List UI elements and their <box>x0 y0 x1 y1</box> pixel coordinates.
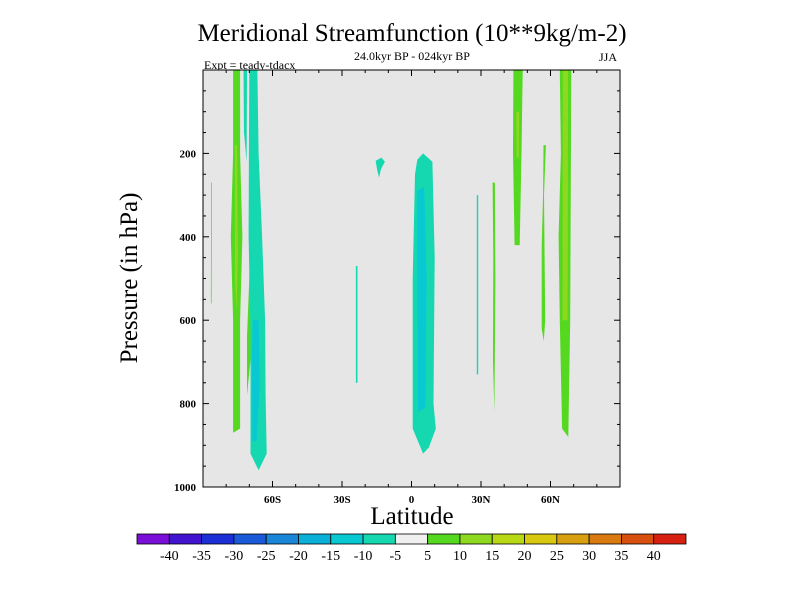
colorbar-label: -25 <box>257 549 276 564</box>
colorbar-box <box>136 533 170 545</box>
contour-region-7 <box>251 320 260 442</box>
contour-region-9 <box>355 266 358 383</box>
contour-region-13 <box>492 182 496 412</box>
x-tick-label: 60S <box>264 494 281 506</box>
colorbar-label: 20 <box>518 549 532 564</box>
colorbar-box <box>621 533 655 545</box>
contour-region-8 <box>375 157 385 178</box>
colorbar-label: -10 <box>354 549 373 564</box>
colorbar-label: 15 <box>485 549 499 564</box>
x-tick-label: 0 <box>409 494 415 506</box>
axis-ticks: 200 400 600 800 1000 60S 30S 0 30N 60N <box>174 70 620 506</box>
colorbar-box <box>298 533 332 545</box>
colorbar-box <box>394 533 429 545</box>
plot-background <box>203 70 620 487</box>
colorbar-label: -20 <box>289 549 308 564</box>
x-tick-label: 60N <box>541 494 560 506</box>
colorbar-box <box>168 533 202 545</box>
colorbar-box <box>588 533 622 545</box>
contour-region-15 <box>516 111 520 158</box>
y-tick-label: 1000 <box>174 482 197 494</box>
contour-region-5 <box>243 70 247 162</box>
x-tick-label: 30N <box>472 494 491 506</box>
plot-area: 200 400 600 800 1000 60S 30S 0 30N 60N <box>174 69 621 506</box>
colorbar-label: 25 <box>550 549 564 564</box>
contour-region-4 <box>210 182 212 304</box>
colorbar-box <box>265 533 299 545</box>
colorbar-box <box>330 533 364 545</box>
y-axis-title: Pressure (in hPa) <box>116 193 143 364</box>
x-axis-title: Latitude <box>370 503 453 530</box>
x-tick-label: 30S <box>333 494 350 506</box>
contour-region-11 <box>417 186 427 412</box>
colorbar-box <box>427 533 461 545</box>
colorbar-box <box>524 533 558 545</box>
y-tick-label: 400 <box>180 232 197 244</box>
colorbar-label: 40 <box>647 549 661 564</box>
colorbar-box <box>459 533 493 545</box>
colorbar-box <box>362 533 396 545</box>
chart-title: Meridional Streamfunction (10**9kg/m-2) <box>197 20 626 47</box>
colorbar-label: -40 <box>160 549 179 564</box>
contour-region-2 <box>235 145 238 312</box>
colorbar-label: 5 <box>424 549 431 564</box>
y-tick-label: 800 <box>180 399 197 411</box>
colorbar: -40 -35 -30 -25 -20 -15 -10 -5 5 10 15 20 25 30 35 40 <box>136 533 687 564</box>
y-tick-label: 200 <box>180 148 197 160</box>
season-label: JJA <box>599 50 617 64</box>
contour-region-12 <box>476 195 479 375</box>
colorbar-label: -5 <box>390 549 402 564</box>
contour-region-18 <box>562 70 569 321</box>
y-tick-label: 600 <box>180 315 197 327</box>
colorbar-label: -15 <box>321 549 340 564</box>
colorbar-box <box>556 533 590 545</box>
colorbar-box <box>201 533 235 545</box>
colorbar-label: -35 <box>192 549 211 564</box>
colorbar-label: -30 <box>225 549 244 564</box>
colorbar-label: 10 <box>453 549 467 564</box>
colorbar-box <box>653 533 687 545</box>
colorbar-label: 30 <box>582 549 596 564</box>
contour-regions <box>210 70 572 471</box>
experiment-label: Expt = teady-tdacx <box>204 58 295 72</box>
contour-region-16 <box>541 145 546 342</box>
colorbar-box <box>233 533 267 545</box>
colorbar-label: 35 <box>614 549 628 564</box>
chart-subtitle: 24.0kyr BP - 024kyr BP <box>354 49 470 63</box>
colorbar-box <box>491 533 525 545</box>
